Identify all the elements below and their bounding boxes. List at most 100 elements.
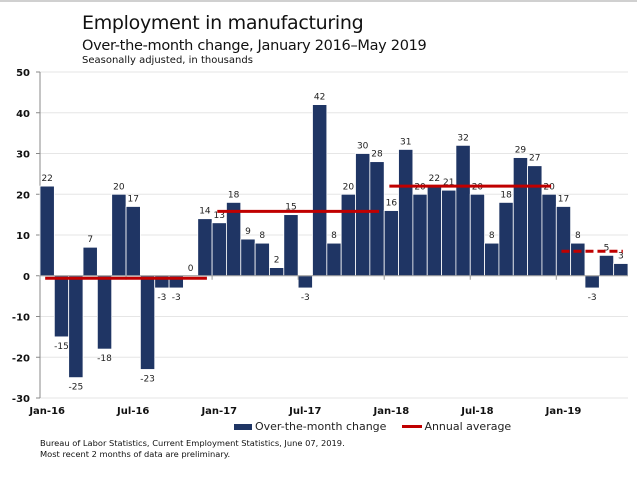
bar — [598, 254, 615, 277]
chart-title: Employment in manufacturing — [82, 12, 364, 34]
bar — [498, 201, 514, 277]
bar — [584, 275, 600, 289]
data-label: 14 — [199, 207, 211, 217]
bar — [197, 218, 213, 277]
bar — [369, 161, 385, 277]
bar — [283, 214, 299, 277]
chart-subtitle: Over-the-month change, January 2016–May … — [82, 38, 427, 54]
source-line-2: Most recent 2 months of data are prelimi… — [40, 449, 231, 459]
data-label: 15 — [285, 203, 296, 213]
legend-line-label: Annual average — [424, 420, 512, 433]
y-tick-label: 30 — [16, 150, 30, 161]
bar — [297, 275, 313, 289]
x-tick-label: Jul-18 — [460, 406, 493, 417]
data-label: 5 — [604, 243, 610, 253]
legend-line-swatch — [402, 425, 423, 428]
bar — [139, 275, 156, 370]
data-label: 22 — [429, 174, 440, 184]
bar — [541, 193, 557, 277]
bar — [125, 206, 141, 277]
bar — [226, 201, 242, 277]
data-label: 42 — [314, 93, 325, 103]
chart-note: Seasonally adjusted, in thousands — [82, 55, 253, 66]
x-tick-label: Jan-16 — [28, 406, 65, 417]
bar — [527, 165, 543, 277]
source-line-1: Bureau of Labor Statistics, Current Empl… — [40, 438, 345, 448]
y-tick-label: -20 — [12, 353, 30, 364]
data-label: 3 — [618, 252, 624, 262]
data-label: 16 — [386, 199, 398, 209]
bar — [613, 263, 629, 277]
bar — [240, 238, 256, 277]
data-label: -3 — [172, 293, 181, 303]
bar — [512, 157, 529, 277]
data-label: 18 — [500, 190, 512, 200]
bar — [383, 210, 399, 277]
x-tick-label: Jul-16 — [116, 406, 149, 417]
data-label: 20 — [113, 182, 125, 192]
data-label: 28 — [371, 150, 383, 160]
x-tick-label: Jan-17 — [200, 406, 237, 417]
bar — [555, 206, 572, 277]
legend-bar-swatch — [234, 423, 252, 430]
bar — [326, 242, 342, 277]
data-label: 8 — [489, 231, 495, 241]
data-label: 30 — [357, 142, 369, 152]
x-tick-label: Jan-19 — [545, 406, 582, 417]
data-label: 17 — [558, 194, 569, 204]
bar — [211, 222, 227, 277]
bar — [455, 144, 471, 277]
y-tick-label: 10 — [16, 231, 30, 242]
data-label: 9 — [245, 227, 251, 237]
data-label: -15 — [54, 342, 69, 352]
data-label: -3 — [301, 293, 310, 303]
data-label: 2 — [274, 256, 280, 266]
data-label: 27 — [529, 154, 540, 164]
bar — [254, 242, 270, 277]
bar — [82, 246, 98, 277]
data-label: 8 — [575, 231, 581, 241]
data-label: 13 — [214, 211, 225, 221]
bar — [441, 189, 457, 277]
bar — [340, 193, 356, 277]
bar — [484, 242, 500, 277]
data-label: 8 — [259, 231, 265, 241]
data-label: -3 — [588, 293, 597, 303]
bar — [412, 193, 428, 277]
data-label: 32 — [457, 133, 468, 143]
data-label: -25 — [69, 383, 84, 393]
bar — [469, 193, 485, 277]
bar — [269, 267, 285, 277]
bar — [96, 275, 113, 350]
data-label: 29 — [515, 146, 527, 156]
data-label: 17 — [127, 194, 138, 204]
x-tick-label: Jan-18 — [373, 406, 410, 417]
bar — [312, 104, 328, 277]
y-tick-label: -30 — [12, 394, 30, 405]
y-tick-label: 50 — [16, 68, 30, 79]
bar — [570, 242, 586, 277]
data-label: -23 — [140, 374, 155, 384]
bar — [426, 185, 442, 277]
y-tick-label: -10 — [12, 313, 30, 324]
data-label: 22 — [41, 174, 52, 184]
legend-bar-label: Over-the-month change — [255, 420, 387, 433]
data-label: 8 — [331, 231, 337, 241]
data-label: 7 — [87, 235, 93, 245]
y-tick-label: 0 — [23, 272, 30, 283]
bar — [111, 193, 127, 277]
y-tick-label: 20 — [16, 190, 30, 201]
data-label: 31 — [400, 137, 411, 147]
data-label: 21 — [443, 178, 454, 188]
data-label: -3 — [157, 293, 166, 303]
data-label: 0 — [188, 264, 194, 274]
bar — [355, 153, 371, 277]
data-label: 18 — [228, 190, 240, 200]
bar — [398, 149, 414, 277]
bar — [53, 275, 70, 338]
data-label: -18 — [97, 354, 112, 364]
source-note: Bureau of Labor Statistics, Current Empl… — [40, 438, 345, 460]
bar — [39, 185, 55, 277]
x-tick-label: Jul-17 — [288, 406, 321, 417]
